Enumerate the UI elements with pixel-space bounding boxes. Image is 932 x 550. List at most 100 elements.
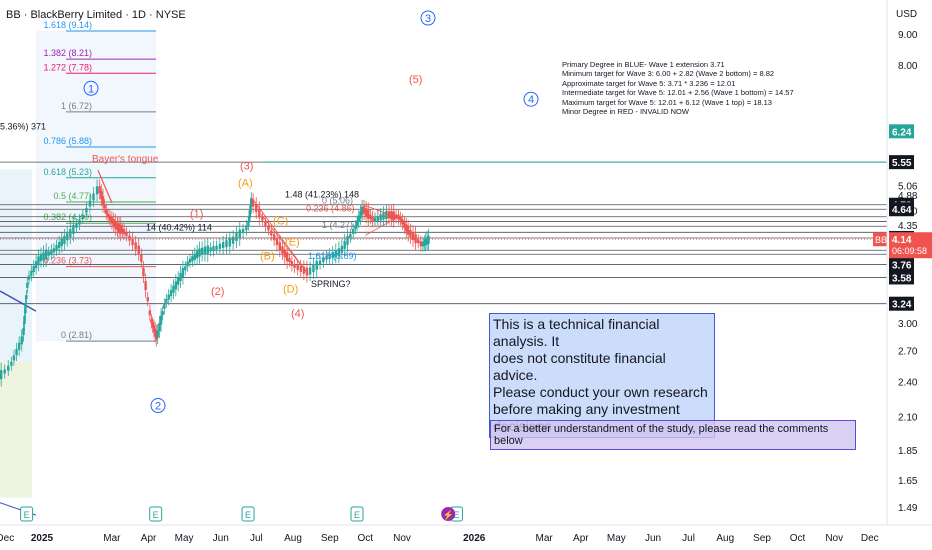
candle-body	[359, 211, 362, 219]
fib-level-label: 0 (2.81)	[61, 330, 92, 340]
candle-body	[55, 245, 58, 251]
candle-body	[325, 255, 328, 260]
candle-body	[27, 275, 31, 280]
candle-body	[296, 264, 299, 270]
candle-body	[169, 290, 173, 297]
wave-4-label: 4	[528, 94, 534, 106]
symbol-tag-box	[873, 232, 887, 247]
candle-body	[159, 315, 163, 325]
candle-body	[346, 235, 349, 245]
candle-body	[403, 221, 406, 228]
candle-body	[42, 252, 45, 261]
candle-body	[26, 282, 29, 288]
fib-1-right-label: 1 (4.27)	[322, 220, 353, 230]
candle-body	[272, 234, 276, 241]
price-label-box	[889, 155, 914, 170]
candle-body	[137, 245, 140, 254]
candle-body	[72, 224, 75, 234]
current-price-value: 4.14	[892, 235, 912, 246]
pct-148-label: 1.48 (41.23%) 148	[285, 190, 359, 200]
candle-body	[343, 240, 346, 249]
candle-body	[195, 251, 199, 259]
earnings-event-text: E	[245, 510, 251, 520]
candle-body	[150, 319, 153, 324]
candle-body	[151, 322, 154, 328]
candle-body	[248, 210, 252, 217]
candle-body	[328, 253, 331, 259]
wave-3-label: 3	[425, 13, 431, 25]
candle-body	[15, 349, 18, 356]
x-axis-label: Dec	[861, 533, 879, 544]
earnings-event-marker	[20, 506, 34, 522]
wave-r2-label: (2)	[211, 286, 224, 298]
price-label-box	[889, 124, 914, 139]
x-axis-label: Oct	[358, 533, 374, 544]
price-label-box	[889, 296, 914, 311]
candle-body	[261, 216, 264, 221]
x-axis-label: Jun	[645, 533, 661, 544]
candle-body	[278, 242, 281, 251]
price-label-text: 3.58	[892, 273, 912, 284]
candle-body	[163, 303, 166, 309]
candle-body	[238, 229, 241, 239]
candle-body	[181, 268, 185, 278]
candle-body	[369, 214, 372, 219]
dividend-event-marker	[441, 507, 456, 521]
x-axis-label: Aug	[716, 533, 734, 544]
candle-body	[23, 316, 26, 325]
candle-body	[117, 224, 121, 233]
candle-body	[10, 361, 13, 366]
candle-body	[144, 281, 147, 291]
x-axis-label: Sep	[753, 533, 771, 544]
candle-body	[100, 191, 103, 200]
candle-body	[427, 235, 430, 244]
candle-body	[110, 217, 114, 224]
x-axis-label: May	[175, 533, 194, 544]
candle-body	[101, 196, 105, 206]
candle-body	[385, 210, 388, 219]
wave-d-label: (D)	[283, 284, 298, 296]
disclaimer-line-1: This is a technical financial analysis. …	[493, 316, 660, 349]
candle-body	[406, 226, 410, 235]
note-line-7: Minor Degree in RED - INVALID NOW	[562, 107, 689, 117]
candle-body	[25, 294, 28, 299]
price-tick-label: 8.00	[898, 61, 918, 72]
candle-body	[414, 234, 417, 244]
candle-body	[69, 229, 72, 238]
price-label-text: 3.76	[892, 261, 912, 272]
candle-body	[255, 204, 258, 213]
candle-body	[352, 228, 355, 234]
candle-body	[161, 311, 164, 316]
x-axis-label: Jun	[213, 533, 229, 544]
earnings-event-text: E	[354, 510, 360, 520]
candle-body	[81, 214, 85, 219]
candle-body	[355, 220, 359, 226]
candle-body	[105, 209, 108, 215]
candle-body	[367, 209, 370, 219]
wave-a-label: (A)	[238, 177, 253, 189]
price-tick-label: 4.35	[898, 221, 918, 232]
x-axis-label: Jul	[250, 533, 263, 544]
note-line-5: Maximum target for Wave 5: 12.01 + 6.12 …	[562, 97, 772, 107]
fib-0236-right-label: 0.236 (4.86)	[306, 204, 355, 214]
comments-note[interactable]: For a better understandment of the study…	[490, 420, 856, 450]
left-partial-label: 5.36%) 371	[0, 122, 46, 132]
price-label-text: 6.24	[892, 127, 912, 138]
candle-body	[191, 256, 194, 262]
earnings-event-marker	[149, 506, 163, 522]
candle-body	[88, 200, 92, 207]
price-tick-label: 2.10	[898, 413, 918, 424]
candle-body	[228, 238, 232, 247]
candle-body	[60, 238, 63, 246]
spring-label: SPRING?	[311, 279, 351, 289]
left-zone-yellow	[0, 361, 32, 498]
candle-body	[114, 221, 117, 230]
candle-body	[34, 261, 38, 269]
candle-body	[193, 253, 196, 260]
symbol-header[interactable]: BB · BlackBerry Limited · 1D · NYSE	[6, 9, 186, 21]
candle-body	[267, 226, 270, 231]
trendline	[0, 290, 37, 312]
candle-body	[421, 242, 425, 247]
candle-body	[270, 230, 273, 236]
